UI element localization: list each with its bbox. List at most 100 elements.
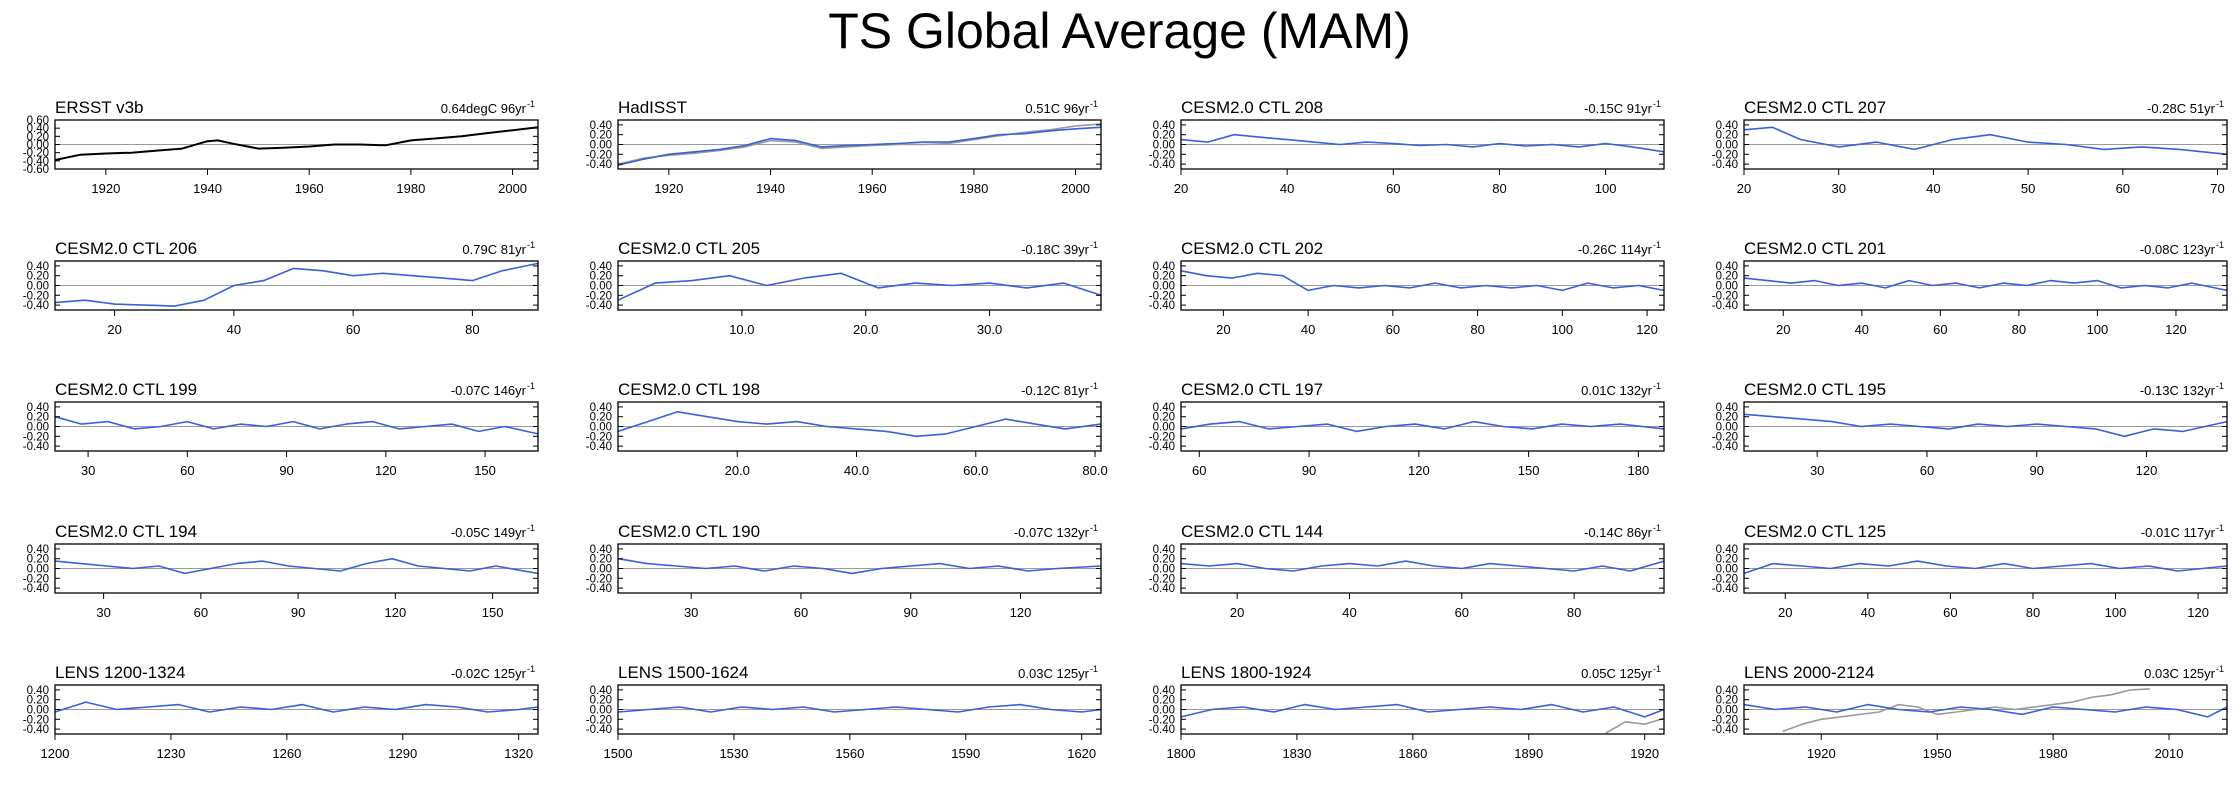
panel-1-title: HadISST <box>618 98 687 117</box>
panel-1-xtick-label-2: 1960 <box>858 181 887 196</box>
panel-7-xtick-label-4: 100 <box>2087 322 2109 337</box>
panel-10-trend: 0.01C 132yr <box>1581 383 1652 398</box>
panel-15-title: CESM2.0 CTL 125 <box>1744 522 1886 541</box>
panel-2-xtick-label-0: 20 <box>1174 181 1188 196</box>
panel-10-ytick-label-2: 0.00 <box>1153 422 1175 434</box>
panel-12-ytick-label-1: -0.20 <box>23 573 49 585</box>
panel-9-ytick-label-1: -0.20 <box>586 431 612 443</box>
panel-12-xtick-label-1: 60 <box>194 605 208 620</box>
panel-5-title: CESM2.0 CTL 205 <box>618 239 760 258</box>
panel-18-xtick-label-0: 1800 <box>1167 746 1196 761</box>
panel-13-xtick-label-0: 30 <box>684 605 698 620</box>
panel-7-xtick-label-1: 40 <box>1855 322 1869 337</box>
panel-2-ytick-label-1: -0.20 <box>1149 149 1175 161</box>
panel-2-ytick-label-3: 0.20 <box>1153 130 1175 142</box>
panel-9-trend: -0.12C 81yr <box>1021 383 1090 398</box>
panel-19-xtick-label-0: 1920 <box>1807 746 1836 761</box>
panel-14-xtick-label-3: 80 <box>1567 605 1581 620</box>
panel-6-xtick-label-3: 80 <box>1470 322 1484 337</box>
panel-3-series-0-model <box>1743 126 2228 156</box>
panel-10-ytick-label-3: 0.20 <box>1153 412 1175 424</box>
panel-5-trend: -0.18C 39yr <box>1021 242 1090 257</box>
panel-8-xtick-label-0: 30 <box>81 463 95 478</box>
panel-0-xtick-label-4: 2000 <box>498 181 527 196</box>
panel-4-xtick-label-3: 80 <box>465 322 479 337</box>
panel-12-xtick-label-2: 90 <box>291 605 305 620</box>
panel-11-ytick-label-2: 0.00 <box>1716 422 1738 434</box>
panel-15-trend: -0.01C 117yr <box>2141 525 2216 540</box>
panel-14-ytick-label-2: 0.00 <box>1153 564 1175 576</box>
panel-1-xtick-label-1: 1940 <box>756 181 785 196</box>
panel-1-xtick-label-0: 1920 <box>654 181 683 196</box>
panel-12-xtick-label-3: 120 <box>385 605 407 620</box>
panel-15-xtick-label-1: 40 <box>1861 605 1875 620</box>
panel-1-ytick-label-3: 0.20 <box>590 130 612 142</box>
panel-17-series-0-model <box>617 703 1102 713</box>
panel-13-trend-superscript: -1 <box>1090 523 1098 533</box>
panel-3-xtick-label-5: 70 <box>2210 181 2224 196</box>
panel-14-ytick-label-4: 0.40 <box>1153 544 1175 556</box>
panel-9-series-0-model <box>617 410 1102 438</box>
panel-4-ytick-label-1: -0.20 <box>23 290 49 302</box>
panel-11-title: CESM2.0 CTL 195 <box>1744 380 1886 399</box>
panel-19-series-0-overlay <box>1782 688 2150 733</box>
panel-6-ytick-label-0: -0.40 <box>1149 300 1175 312</box>
panel-14-ytick-label-3: 0.20 <box>1153 554 1175 566</box>
panel-17-xtick-label-1: 1530 <box>719 746 748 761</box>
panel-16-ytick-label-4: 0.40 <box>27 685 49 697</box>
panel-18-ytick-label-1: -0.20 <box>1149 714 1175 726</box>
panel-9-ytick-label-4: 0.40 <box>590 402 612 414</box>
panel-5-xtick-label-1: 20.0 <box>853 322 878 337</box>
panel-13-ytick-label-3: 0.20 <box>590 554 612 566</box>
panel-10-xtick-label-4: 180 <box>1628 463 1650 478</box>
panel-10-ytick-label-4: 0.40 <box>1153 402 1175 414</box>
panel-11-xtick-label-2: 90 <box>2029 463 2043 478</box>
panel-18-xtick-label-4: 1920 <box>1630 746 1659 761</box>
panel-5-xtick-label-0: 10.0 <box>729 322 754 337</box>
panel-3-ytick-label-0: -0.40 <box>1712 159 1738 171</box>
panel-16-ytick-label-1: -0.20 <box>23 714 49 726</box>
panel-1-ytick-label-4: 0.40 <box>590 120 612 132</box>
panel-10-title: CESM2.0 CTL 197 <box>1181 380 1323 399</box>
panel-13-ytick-label-4: 0.40 <box>590 544 612 556</box>
panel-3-ytick-label-3: 0.20 <box>1716 130 1738 142</box>
panel-4-title: CESM2.0 CTL 206 <box>55 239 197 258</box>
panel-15-ytick-label-2: 0.00 <box>1716 564 1738 576</box>
panel-14-trend: -0.14C 86yr <box>1584 525 1653 540</box>
panel-6-ytick-label-2: 0.00 <box>1153 281 1175 293</box>
panel-4-ytick-label-2: 0.00 <box>27 281 49 293</box>
panel-4-ytick-label-4: 0.40 <box>27 261 49 273</box>
panel-11-ytick-label-3: 0.20 <box>1716 412 1738 424</box>
panel-11-ytick-label-4: 0.40 <box>1716 402 1738 414</box>
panel-2-series-0-model <box>1180 133 1665 153</box>
panel-6-trend-superscript: -1 <box>1653 240 1661 250</box>
panel-3-xtick-label-1: 30 <box>1831 181 1845 196</box>
panel-19-ytick-label-1: -0.20 <box>1712 714 1738 726</box>
panel-6-trend: -0.26C 114yr <box>1578 242 1653 257</box>
panel-7-ytick-label-3: 0.20 <box>1716 271 1738 283</box>
panel-2-title: CESM2.0 CTL 208 <box>1181 98 1323 117</box>
panel-4-ytick-label-0: -0.40 <box>23 300 49 312</box>
panel-14-xtick-label-0: 20 <box>1230 605 1244 620</box>
panel-8-ytick-label-3: 0.20 <box>27 412 49 424</box>
panel-15-xtick-label-3: 80 <box>2026 605 2040 620</box>
panel-0-trend-superscript: -1 <box>527 99 535 109</box>
panel-8-series-0-model <box>54 415 539 435</box>
panel-15-series-0-model <box>1743 560 2228 575</box>
panel-13-series-0-model <box>617 557 1102 575</box>
panel-2-xtick-label-4: 100 <box>1595 181 1617 196</box>
panel-5-trend-superscript: -1 <box>1090 240 1098 250</box>
panel-10-series-0-model <box>1180 420 1665 433</box>
panel-13-ytick-label-0: -0.40 <box>586 583 612 595</box>
panel-15-xtick-label-2: 60 <box>1943 605 1957 620</box>
panel-9-ytick-label-3: 0.20 <box>590 412 612 424</box>
panel-17-trend: 0.03C 125yr <box>1018 666 1089 681</box>
panel-7-trend-superscript: -1 <box>2216 240 2224 250</box>
panel-11-trend-superscript: -1 <box>2216 381 2224 391</box>
panel-13-ytick-label-1: -0.20 <box>586 573 612 585</box>
panel-17-trend-superscript: -1 <box>1090 664 1098 674</box>
panel-10-ytick-label-0: -0.40 <box>1149 441 1175 453</box>
panel-18-title: LENS 1800-1924 <box>1181 663 1311 682</box>
panel-16-xtick-label-0: 1200 <box>41 746 70 761</box>
panel-0-series-0-obs <box>54 126 539 161</box>
